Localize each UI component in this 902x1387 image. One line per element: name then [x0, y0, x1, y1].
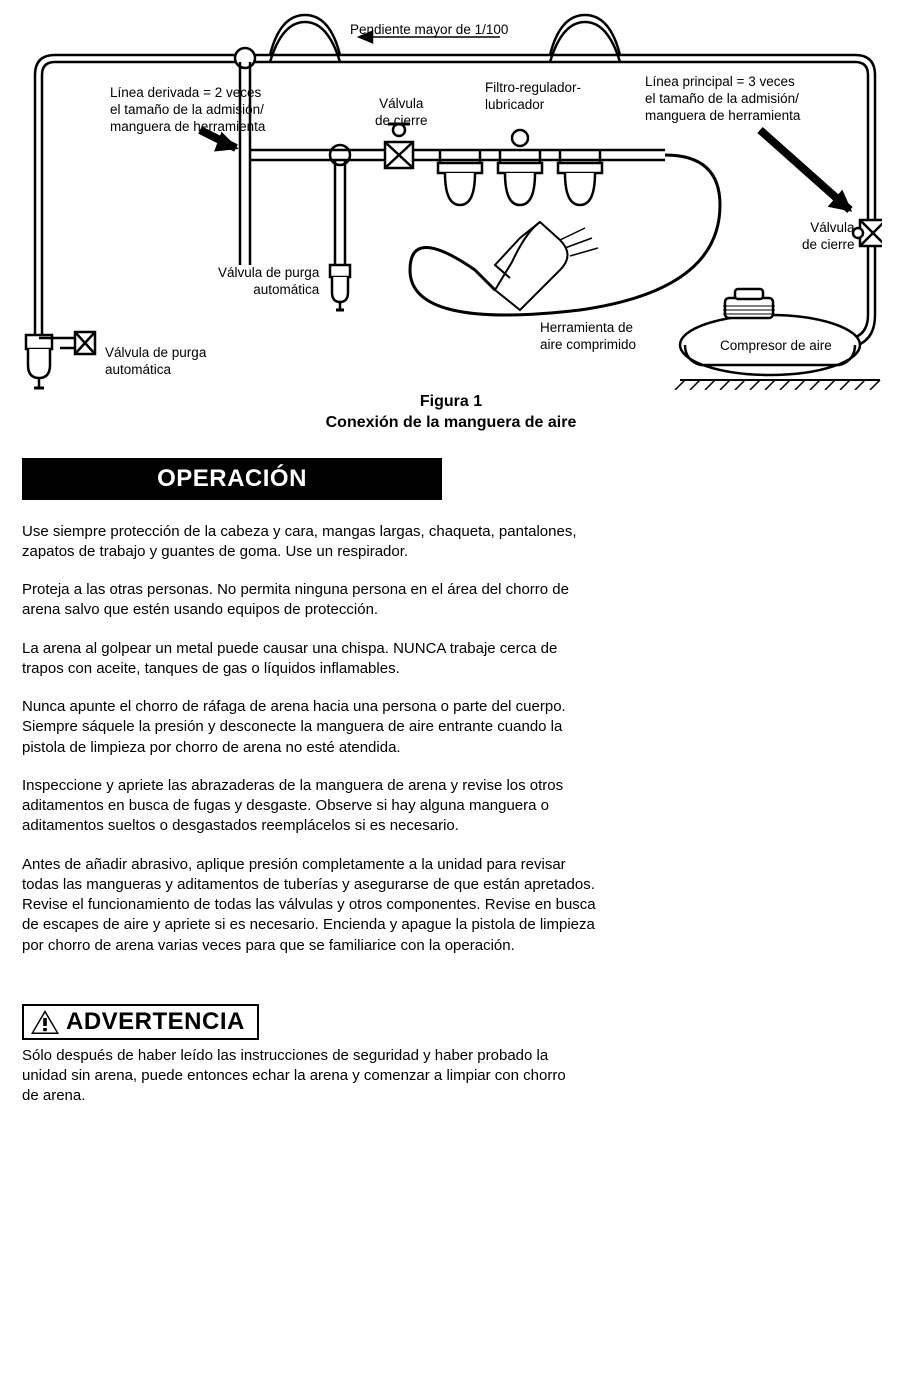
paragraph-3: La arena al golpear un metal puede causa… [22, 639, 598, 680]
label-linea-derivada: Línea derivada = 2 veces el tamaño de la… [110, 85, 265, 136]
paragraph-5: Inspeccione y apriete las abrazaderas de… [22, 776, 598, 837]
warning-text: Sólo después de haber leído las instrucc… [22, 1046, 582, 1107]
warning-box: ADVERTENCIA [22, 1004, 259, 1040]
warning-label: ADVERTENCIA [66, 1008, 245, 1036]
warning-icon [30, 1009, 60, 1035]
label-compresor: Compresor de aire [720, 338, 832, 355]
section-header-operacion: OPERACIÓN [22, 458, 442, 500]
label-pendiente: Pendiente mayor de 1/100 [350, 22, 508, 39]
figure-caption: Figura 1 Conexión de la manguera de aire [20, 392, 882, 434]
label-linea-principal: Línea principal = 3 veces el tamaño de l… [645, 74, 800, 125]
paragraph-4: Nunca apunte el chorro de ráfaga de aren… [22, 697, 598, 758]
paragraph-6: Antes de añadir abrasivo, aplique presió… [22, 855, 598, 956]
label-valvula-cierre-2: Válvula de cierre [802, 220, 855, 254]
label-valvula-purga-2: Válvula de purga automática [105, 345, 206, 379]
label-frl: Filtro-regulador- lubricador [485, 80, 581, 114]
label-valvula-purga-1: Válvula de purga automática [218, 265, 319, 299]
caption-line-2: Conexión de la manguera de aire [326, 414, 577, 431]
caption-line-1: Figura 1 [420, 393, 482, 410]
diagram-svg [20, 10, 882, 390]
paragraph-1: Use siempre protección de la cabeza y ca… [22, 522, 598, 563]
paragraph-2: Proteja a las otras personas. No permita… [22, 580, 598, 621]
air-hose-diagram: Pendiente mayor de 1/100 Línea derivada … [20, 10, 882, 390]
diagram-container: Pendiente mayor de 1/100 Línea derivada … [0, 0, 902, 434]
label-herramienta: Herramienta de aire comprimido [540, 320, 636, 354]
label-valvula-cierre: Válvula de cierre [375, 96, 428, 130]
